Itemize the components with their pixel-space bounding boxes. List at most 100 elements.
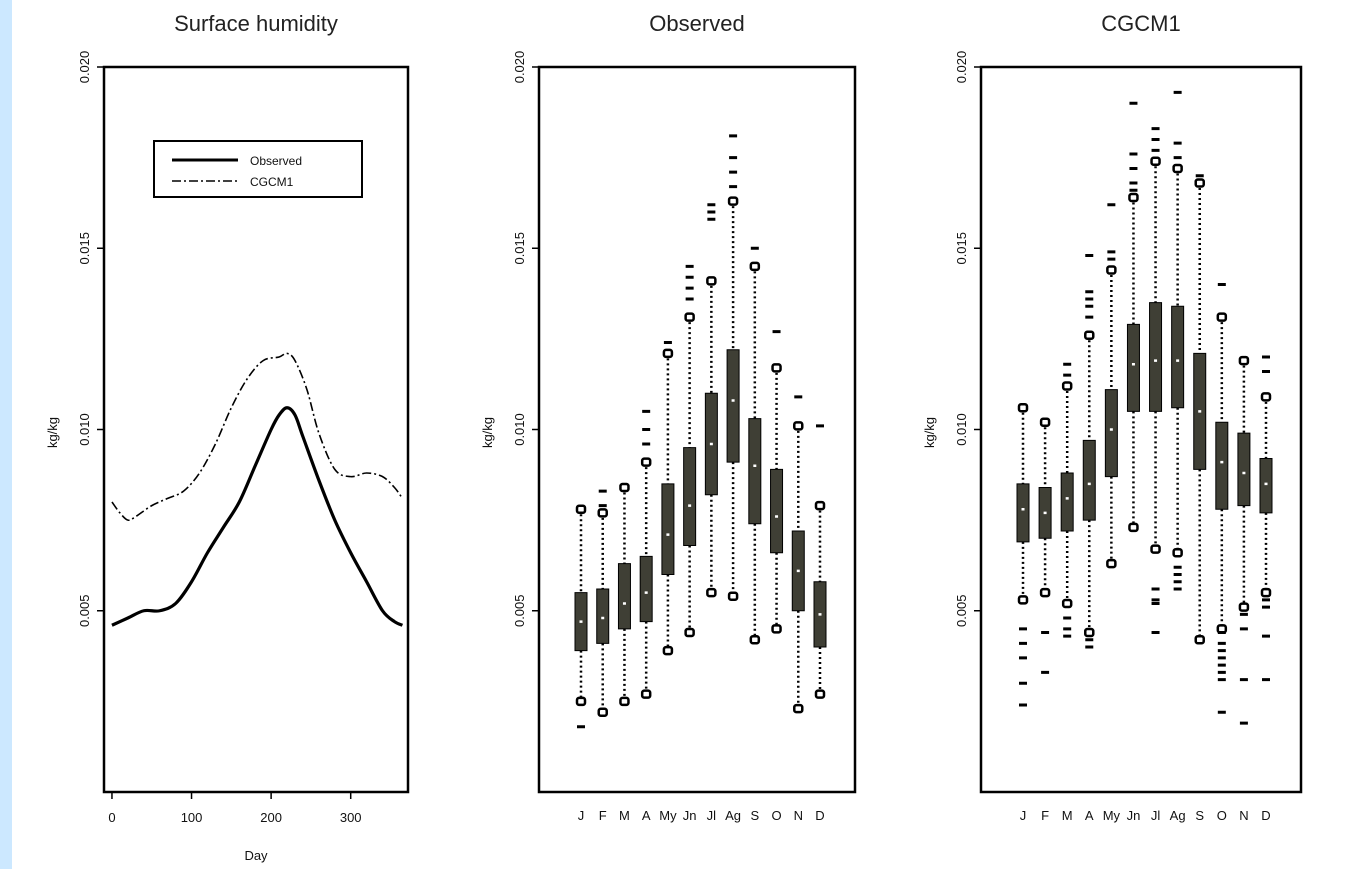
whisker-cap-low [793,703,804,714]
x-tick-label: 300 [340,810,362,825]
chart-title: CGCM1 [1101,11,1180,36]
x-tick-label: Jl [1151,808,1161,823]
series-line-cgcm1 [111,352,404,522]
box-body [1082,439,1096,521]
y-tick-label: 0.020 [954,51,969,84]
box-A [1082,254,1096,649]
box-O [1215,283,1229,714]
whisker-cap-high [727,196,739,206]
box-My [1104,203,1118,569]
plot-panel-2: Observed 0.005 0.010 0.015 0.020 kg/kg J F M A My J… [480,11,857,823]
x-tick-label: J [1020,808,1027,823]
y-tick-label: 0.005 [77,594,92,627]
box-D [1259,355,1273,682]
y-tick-label: 0.015 [512,232,527,265]
x-tick-label: Jn [1127,808,1141,823]
x-tick-label: N [794,808,803,823]
x-tick-label: A [642,808,651,823]
box-body [1149,302,1163,412]
whisker-cap-high [793,421,804,431]
box-M [617,482,631,707]
whisker-cap-low [619,696,630,707]
figure-canvas: Surface humidity 0.005 0.010 0.015 0.020 kg/k… [12,0,1349,869]
x-tick-label: O [1217,808,1227,823]
y-tick-label: 0.010 [512,413,527,446]
box-body [1126,323,1140,412]
whisker-cap-low [771,624,782,634]
whisker-cap-low [1039,587,1051,598]
plot-frame [537,65,857,794]
legend-box [153,140,363,198]
plot-frame [979,65,1303,794]
whisker-cap-high [1238,355,1250,366]
x-tick-label: S [750,808,759,823]
box-body [1104,389,1118,478]
y-tick-label: 0.010 [954,413,969,446]
whisker-cap-low [749,635,761,645]
x-axis-label: Day [244,848,268,863]
x-tick-label: A [1085,808,1094,823]
whisker-cap-low [1061,598,1073,609]
box-body [1259,458,1273,514]
box-body [639,555,653,623]
plot-panel-1: Surface humidity 0.005 0.010 0.015 0.020 kg/k… [45,11,410,863]
whisker-cap-low [597,707,608,717]
x-tick-label: M [1062,808,1073,823]
whisker-cap-low [684,627,695,638]
box-body [596,588,610,644]
whisker-cap-low [1194,635,1205,645]
y-tick-label: 0.010 [77,413,92,446]
whisker-cap-low [662,645,674,656]
y-axis-label: kg/kg [922,417,937,448]
box-body [726,349,740,463]
whisker-cap-high [1061,381,1073,391]
box-body [770,468,784,554]
x-tick-label: Ag [725,808,741,823]
whisker-cap-low [1238,602,1250,612]
whisker-cap-low [727,591,739,601]
x-tick-label: J [578,808,585,823]
x-tick-label: Jl [707,808,717,823]
x-tick-label: 200 [260,810,282,825]
box-My [661,341,675,656]
box-body [1237,432,1251,507]
x-tick-label: 100 [181,810,203,825]
whisker-cap-high [814,500,826,511]
box-Jl [1149,127,1163,634]
box-D [813,424,827,699]
whisker-cap-high [1017,403,1029,413]
x-tick-label: O [771,808,781,823]
whisker-cap-low [1084,627,1095,638]
x-tick-label: M [619,808,630,823]
box-body [1171,305,1185,409]
whisker-cap-high [684,312,695,322]
legend-label-observed: Observed [250,154,302,168]
box-body [617,563,631,630]
x-tick-label: Jn [683,808,697,823]
y-axis-label: kg/kg [45,417,60,448]
x-tick-label: My [659,808,677,823]
x-tick-label: Ag [1170,808,1186,823]
whisker-cap-high [619,482,630,493]
box-F [596,489,610,717]
box-Ag [726,134,740,601]
box-S [748,246,762,645]
y-tick-label: 0.005 [954,594,969,627]
box-Jl [704,203,718,598]
box-N [1237,355,1251,725]
whisker-cap-low [706,587,717,598]
chart-title: Observed [649,11,744,36]
whisker-cap-high [749,261,761,272]
x-tick-label: N [1239,808,1248,823]
box-Ag [1171,90,1185,591]
whisker-cap-low [575,696,587,707]
box-body [683,447,697,546]
box-body [1060,472,1074,532]
box-O [770,330,784,634]
whisker-cap-low [814,689,826,699]
box-J [1016,403,1030,707]
y-tick-label: 0.005 [512,594,527,627]
box-F [1038,417,1052,674]
legend-label-cgcm1: CGCM1 [250,175,294,189]
x-tick-label: My [1103,808,1121,823]
